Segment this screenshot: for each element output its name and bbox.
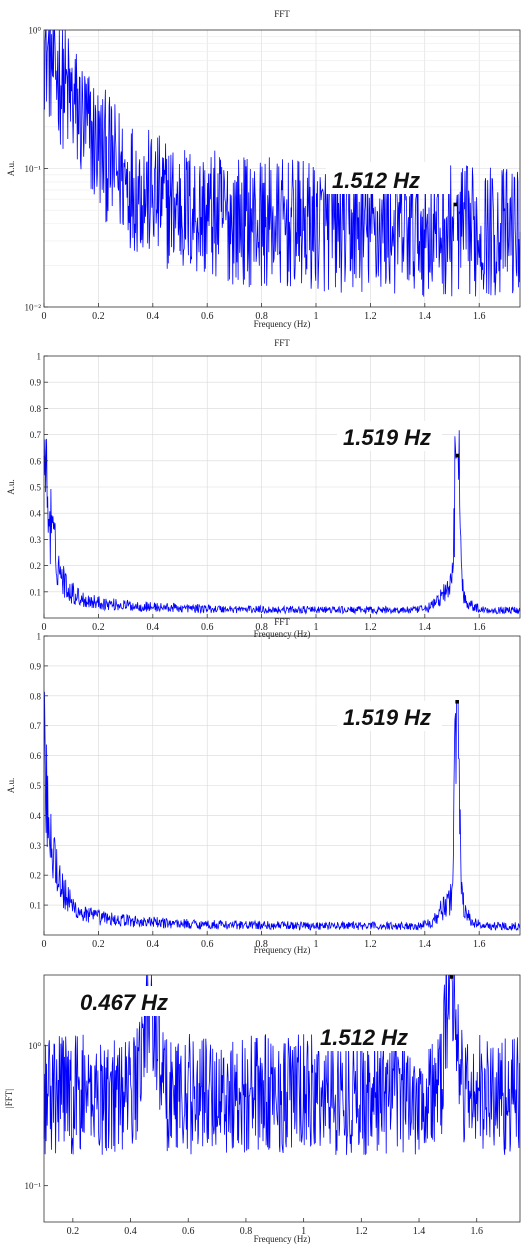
peak-marker [449, 975, 454, 979]
x-tick-label: 1 [314, 939, 319, 950]
peak-annotation: 1.519 Hz [343, 705, 431, 730]
x-axis-label: Frequency (Hz) [254, 319, 311, 329]
y-tick-label: 10⁻¹ [25, 164, 42, 174]
y-tick-label: 1 [37, 632, 42, 642]
x-tick-label: 1.4 [413, 1226, 426, 1237]
x-tick-label: 1 [314, 622, 319, 633]
x-tick-label: 0.8 [255, 311, 268, 322]
y-tick-label: 0.3 [30, 535, 42, 545]
x-tick-label: 0.6 [201, 622, 214, 633]
y-tick-label: 0.1 [30, 587, 41, 597]
peak-annotation: 1.519 Hz [343, 425, 431, 450]
x-tick-label: 1.6 [473, 939, 486, 950]
x-tick-label: 1.4 [419, 939, 432, 950]
x-tick-label: 1.2 [364, 622, 377, 633]
x-tick-label: 1.6 [473, 622, 486, 633]
y-tick-label: 1 [37, 352, 42, 362]
x-tick-label: 0.2 [67, 1226, 80, 1237]
x-tick-label: 0.2 [92, 622, 105, 633]
y-tick-label: 0.8 [30, 691, 42, 701]
x-tick-label: 0 [42, 939, 47, 950]
chart-title: FFT [274, 9, 290, 19]
x-axis-label: Frequency (Hz) [254, 945, 311, 955]
x-tick-label: 0.4 [147, 622, 160, 633]
series-line [43, 430, 521, 615]
x-tick-label: 1.2 [364, 939, 377, 950]
chart-title: FFT [274, 617, 290, 627]
grid [43, 635, 520, 935]
chart-title: FFT [274, 338, 290, 348]
y-tick-label: 0.5 [30, 781, 42, 791]
series-line [43, 691, 521, 931]
x-tick-label: 0.6 [201, 939, 214, 950]
y-axis-label: A.u. [6, 479, 16, 495]
x-axis-label: Frequency (Hz) [254, 629, 311, 639]
peak-marker [453, 202, 458, 207]
y-tick-label: 0.9 [30, 661, 42, 671]
x-tick-label: 0.6 [182, 1226, 195, 1237]
x-tick-label: 0.2 [92, 939, 105, 950]
y-tick-label: 0.4 [30, 509, 42, 519]
x-tick-label: 0 [42, 311, 47, 322]
x-tick-label: 0.4 [147, 939, 160, 950]
y-tick-label: 10⁻¹ [25, 1181, 42, 1191]
peak-annotation: 1.512 Hz [332, 168, 420, 193]
y-tick-label: 0.7 [30, 721, 42, 731]
y-axis-label: |FFT| [4, 1089, 14, 1108]
y-tick-label: 0.4 [30, 811, 42, 821]
chart-panel-1: 0 0.2 0.4 0.6 0.8 1 1.2 1.4 1.6 10⁻² 10⁻¹ 10⁰ FFT Fre… [6, 9, 521, 329]
peak-marker [455, 453, 459, 458]
peak-marker [455, 699, 459, 704]
x-tick-label: 1.2 [355, 1226, 368, 1237]
x-tick-label: 1.6 [473, 311, 486, 322]
chart-panel-2: 0 0.2 0.4 0.6 0.8 1 1.2 1.4 1.6 0.1 0.2 0.3 0.4 0.5 0.… [6, 338, 521, 639]
y-tick-label: 0.2 [30, 561, 41, 571]
x-tick-label: 1 [301, 1226, 306, 1237]
y-tick-label: 0.1 [30, 901, 41, 911]
y-tick-label: 0.8 [30, 404, 42, 414]
x-tick-label: 1 [314, 311, 319, 322]
x-tick-label: 1.4 [419, 622, 432, 633]
x-tick-label: 0.8 [255, 622, 268, 633]
x-axis-label: Frequency (Hz) [254, 1234, 311, 1244]
y-axis-label: A.u. [6, 161, 16, 177]
y-tick-label: 0.6 [30, 751, 42, 761]
x-tick-label: 0.8 [255, 939, 268, 950]
x-tick-label: 1.6 [470, 1226, 483, 1237]
x-tick-label: 0 [42, 622, 47, 633]
x-tick-label: 0.2 [92, 311, 105, 322]
y-tick-label: 0.7 [30, 430, 42, 440]
y-tick-label: 0.9 [30, 378, 42, 388]
axes-frame [43, 974, 521, 1223]
y-tick-label: 0.2 [30, 871, 41, 881]
y-tick-label: 0.5 [30, 483, 42, 493]
annotation-box [326, 162, 450, 194]
series-line [43, 29, 521, 297]
x-tick-label: 0.4 [147, 311, 160, 322]
grid [43, 355, 520, 618]
annotation-box [314, 1021, 424, 1051]
chart-panel-3: 0 0.2 0.4 0.6 0.8 1 1.2 1.4 1.6 0.1 0.2 0.3 0.4 0.5 0.… [6, 617, 521, 955]
annotation-box [337, 421, 442, 451]
annotation-box [337, 701, 442, 731]
y-tick-label: 10⁰ [28, 26, 41, 36]
x-tick-label: 0.4 [124, 1226, 137, 1237]
peak-annotation: 1.512 Hz [320, 1025, 408, 1050]
y-tick-label: 10⁻² [25, 303, 42, 313]
y-axis-label: A.u. [6, 778, 16, 794]
annotation-box [74, 986, 184, 1016]
y-tick-label: 10⁰ [28, 1041, 41, 1051]
series-line [43, 974, 521, 1156]
x-tick-label: 1.2 [364, 311, 377, 322]
y-tick-label: 0.3 [30, 841, 42, 851]
peak-annotation: 0.467 Hz [80, 990, 168, 1015]
x-tick-label: 0.6 [201, 311, 214, 322]
x-tick-label: 0.8 [240, 1226, 253, 1237]
chart-panel-4: 0.2 0.4 0.6 0.8 1 1.2 1.4 1.6 10⁻¹ 10⁰ Frequency (… [4, 974, 521, 1244]
x-tick-label: 1.4 [419, 311, 432, 322]
y-tick-label: 0.6 [30, 456, 42, 466]
